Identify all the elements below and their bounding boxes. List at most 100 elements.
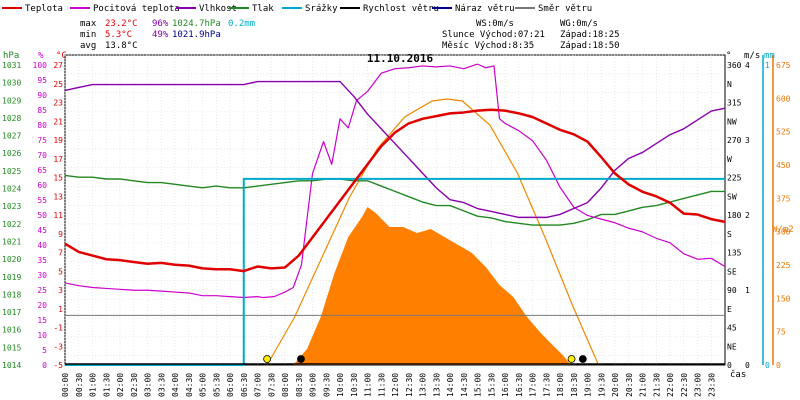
info-wind-speed: WS:0m/s xyxy=(476,19,514,29)
tick-label-temperature: 23 xyxy=(53,99,63,108)
tick-label-temperature: -1 xyxy=(53,324,63,333)
tick-label-temperature: 3 xyxy=(58,286,63,295)
tick-label-temperature: 21 xyxy=(53,117,63,126)
tick-label-temperature: 11 xyxy=(53,211,63,220)
tick-label-time: 18:30 xyxy=(570,373,579,397)
tick-label-time: 06:30 xyxy=(240,373,249,397)
tick-label-time: 10:00 xyxy=(336,373,345,397)
tick-label-time: 14:00 xyxy=(446,373,455,397)
tick-label-solar: 525 xyxy=(776,128,791,137)
legend-item-apparent-temperature: Pocitová teplota xyxy=(70,4,180,14)
tick-label-wind: 0 xyxy=(745,361,750,370)
tick-label-pressure: 1025 xyxy=(2,167,21,176)
tick-label-humidity: 45 xyxy=(37,226,47,235)
tick-label-humidity: 70 xyxy=(37,151,47,160)
tick-label-humidity: 15 xyxy=(37,316,47,325)
stats-max-pressure: 1024.7hPa xyxy=(172,19,221,29)
stats-min-humidity: 49% xyxy=(152,30,169,40)
legend: Teplota Pocitová teplota Vlhkost Tlak Sr… xyxy=(2,4,592,14)
tick-label-solar: 150 xyxy=(776,294,791,303)
series-humidity xyxy=(64,80,726,219)
tick-label-humidity: 20 xyxy=(37,301,47,310)
tick-label-direction: 225 xyxy=(727,174,742,183)
tick-label-pressure: 1029 xyxy=(2,96,21,105)
tick-label-direction: SW xyxy=(727,192,737,201)
tick-label-time: 15:30 xyxy=(487,373,496,397)
tick-label-humidity: 75 xyxy=(37,136,47,145)
tick-label-time: 06:00 xyxy=(226,373,235,397)
tick-label-direction: 90 xyxy=(727,286,737,295)
tick-label-time: 02:30 xyxy=(130,373,139,397)
tick-label-time: 07:30 xyxy=(267,373,276,397)
tick-label-wind: 1 xyxy=(745,286,750,295)
tick-label-time: 14:30 xyxy=(460,373,469,397)
legend-item-rain: Srážky xyxy=(282,4,338,14)
moonset-marker xyxy=(578,355,587,363)
stats-max-temp: 23.2°C xyxy=(105,19,138,29)
solar-radiation-fill xyxy=(293,207,571,365)
tick-label-time: 18:00 xyxy=(556,373,565,397)
tick-label-time: 22:30 xyxy=(680,373,689,397)
stats-max-rain: 0.2mm xyxy=(228,19,255,29)
stats-avg-temp: 13.8°C xyxy=(105,41,138,51)
tick-label-time: 21:00 xyxy=(639,373,648,397)
tick-label-humidity: 55 xyxy=(37,196,47,205)
moonrise-marker xyxy=(297,355,305,363)
stats-max-label: max xyxy=(80,19,97,29)
tick-label-direction: 45 xyxy=(727,324,737,333)
tick-label-pressure: 1027 xyxy=(2,132,21,141)
tick-label-pressure: 1014 xyxy=(2,361,21,370)
tick-label-humidity: 95 xyxy=(37,76,47,85)
tick-label-time: 13:00 xyxy=(419,373,428,397)
tick-label-direction: S xyxy=(727,230,732,239)
tick-label-direction: 0 xyxy=(727,361,732,370)
legend-label: Směr větru xyxy=(538,4,592,14)
tick-label-humidity: 80 xyxy=(37,121,47,130)
legend-label: Náraz větru xyxy=(455,4,515,14)
tick-label-time: 21:30 xyxy=(652,373,661,397)
tick-label-time: 00:30 xyxy=(75,373,84,397)
tick-label-time: 16:30 xyxy=(515,373,524,397)
tick-label-time: 05:00 xyxy=(199,373,208,397)
info-sun-set: Západ:18:25 xyxy=(560,30,620,40)
tick-label-time: 03:30 xyxy=(157,373,166,397)
axis-unit-degrees: ° xyxy=(726,51,731,61)
tick-label-time: 11:00 xyxy=(364,373,373,397)
tick-label-wind: 4 xyxy=(745,61,750,70)
sunset-marker xyxy=(567,355,576,363)
tick-label-direction: 360 xyxy=(727,61,742,70)
info-sun-rise: Slunce Východ:07:21 xyxy=(442,30,545,40)
legend-item-wind-gust: Náraz větru xyxy=(432,4,515,14)
tick-label-time: 07:00 xyxy=(254,373,263,397)
tick-label-humidity: 65 xyxy=(37,166,47,175)
sunrise-marker xyxy=(263,355,272,363)
tick-label-solar: 0 xyxy=(776,361,781,370)
tick-label-time: 16:00 xyxy=(501,373,510,397)
tick-label-direction: W xyxy=(727,155,732,164)
tick-label-temperature: 27 xyxy=(53,61,63,70)
series-pressure xyxy=(64,174,725,226)
tick-label-time: 11:30 xyxy=(377,373,386,397)
tick-label-humidity: 90 xyxy=(37,91,47,100)
info-block: WS:0m/s WG:0m/s Slunce Východ:07:21 Zápa… xyxy=(442,19,620,51)
tick-label-time: 05:30 xyxy=(212,373,221,397)
tick-label-pressure: 1028 xyxy=(2,114,21,123)
tick-label-time: 17:00 xyxy=(529,373,538,397)
legend-label: Tlak xyxy=(252,4,274,14)
tick-label-humidity: 60 xyxy=(37,181,47,190)
chart-title: 11.10.2016 xyxy=(367,52,434,65)
tick-label-wind: 3 xyxy=(745,136,750,145)
tick-label-time: 10:30 xyxy=(350,373,359,397)
tick-label-time: 01:30 xyxy=(102,373,111,397)
tick-label-solar: 75 xyxy=(776,328,786,337)
legend-label: Rychlost větru xyxy=(363,4,439,14)
tick-label-temperature: 13 xyxy=(53,192,63,201)
tick-label-direction: N xyxy=(727,80,732,89)
stats-min-pressure: 1021.9hPa xyxy=(172,30,221,40)
axis-unit-celsius: °C xyxy=(56,51,67,61)
tick-label-pressure: 1020 xyxy=(2,255,21,264)
tick-label-humidity: 25 xyxy=(37,286,47,295)
tick-label-time: 20:00 xyxy=(611,373,620,397)
tick-label-humidity: 40 xyxy=(37,241,47,250)
